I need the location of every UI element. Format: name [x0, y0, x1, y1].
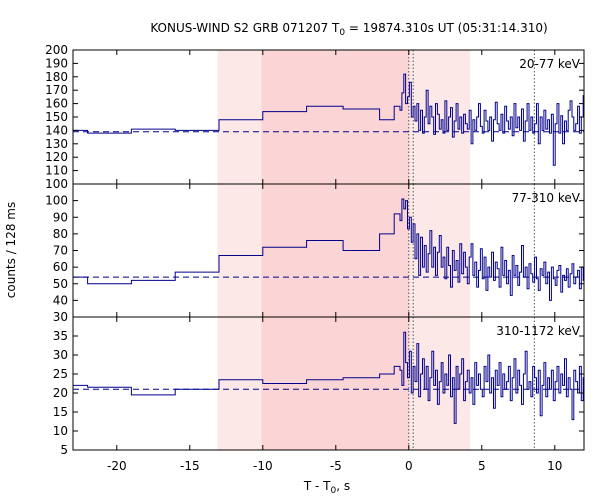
light-curve-series [73, 331, 584, 424]
x-tick-label: -20 [107, 459, 127, 473]
y-axis-label: counts / 128 ms [4, 202, 18, 298]
x-axis-label: T - T0, s [303, 479, 350, 496]
y-tick-label: 140 [45, 123, 68, 137]
x-tick-label: 0 [405, 459, 413, 473]
y-tick-label: 15 [53, 405, 68, 419]
light-curve-series [73, 73, 584, 166]
chart-title-suffix: = 19874.310s UT (05:31:14.310) [345, 21, 548, 35]
y-tick-label: 160 [45, 97, 68, 111]
y-tick-label: 90 [53, 210, 68, 224]
y-tick-label: 25 [53, 367, 68, 381]
y-tick-label: 20 [53, 386, 68, 400]
x-axis-label-subscript: 0 [331, 486, 337, 496]
shaded-interval-dark [261, 184, 409, 317]
chart-title: KONUS-WIND S2 GRB 071207 T0 = 19874.310s… [150, 21, 547, 38]
x-axis-label-suffix: , s [336, 479, 350, 493]
energy-band-label: 20-77 keV [519, 57, 581, 71]
y-tick-label: 130 [45, 137, 68, 151]
light-curve-series [73, 198, 584, 301]
shaded-interval-dark [261, 50, 409, 184]
energy-band-label: 310-1172 keV [496, 324, 580, 338]
y-tick-label: 120 [45, 150, 68, 164]
y-tick-label: 40 [53, 293, 68, 307]
y-tick-label: 180 [45, 70, 68, 84]
x-tick-label: -15 [180, 459, 200, 473]
chart-title-prefix: KONUS-WIND S2 GRB 071207 T [150, 21, 340, 35]
y-tick-label: 5 [60, 443, 68, 457]
y-tick-label: 50 [53, 277, 68, 291]
y-tick-label: 10 [53, 424, 68, 438]
x-tick-label: 10 [547, 459, 562, 473]
y-tick-label: 80 [53, 227, 68, 241]
energy-band-label: 77-310 keV [512, 191, 581, 205]
y-tick-label: 30 [53, 310, 68, 324]
y-tick-label: 70 [53, 244, 68, 258]
y-tick-label: 200 [45, 43, 68, 57]
y-tick-label: 150 [45, 110, 68, 124]
y-tick-label: 170 [45, 83, 68, 97]
y-tick-label: 35 [53, 329, 68, 343]
x-axis-label-prefix: T - T [303, 479, 331, 493]
chart-title-subscript: 0 [339, 28, 345, 38]
panel-frame [72, 316, 585, 451]
y-tick-label: 100 [45, 177, 68, 191]
y-tick-label: 60 [53, 260, 68, 274]
y-tick-label: 100 [45, 194, 68, 208]
x-tick-label: -10 [253, 459, 273, 473]
y-tick-label: 190 [45, 56, 68, 70]
y-tick-label: 110 [45, 164, 68, 178]
x-tick-label: 5 [478, 459, 486, 473]
x-tick-label: -5 [330, 459, 342, 473]
y-tick-label: 30 [53, 348, 68, 362]
